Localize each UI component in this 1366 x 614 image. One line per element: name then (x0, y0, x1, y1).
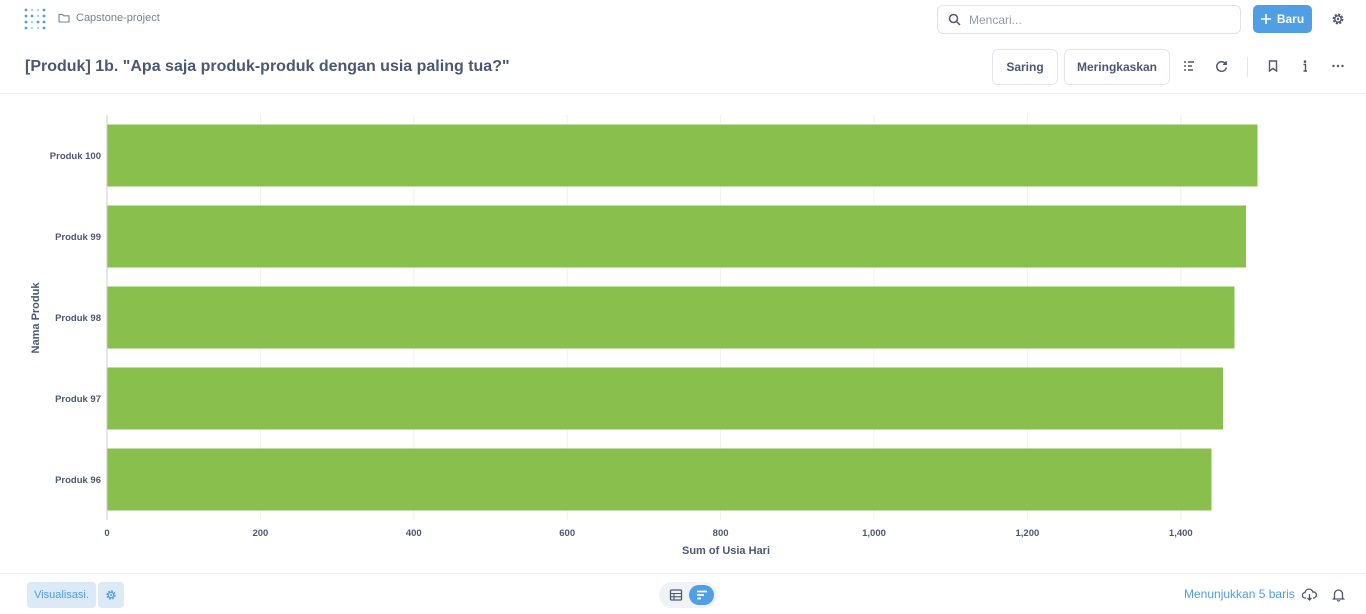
table-view-icon[interactable] (669, 588, 683, 602)
footer-bar: Visualisasi. Menunjukkan 5 baris (0, 573, 1366, 614)
chart-bar[interactable] (107, 367, 1223, 430)
x-tick-label: 800 (713, 528, 729, 539)
y-tick-label: Produk 96 (55, 475, 101, 486)
visualization-button-label: Visualisasi. (34, 589, 89, 601)
y-tick-label: Produk 100 (50, 151, 101, 162)
filter-button[interactable]: Saring (992, 49, 1058, 85)
header-divider (1247, 57, 1248, 77)
bar-chart-icon (696, 590, 707, 600)
y-tick-label: Produk 98 (55, 313, 101, 324)
refresh-icon[interactable] (1214, 59, 1228, 73)
search-input[interactable] (969, 12, 1219, 27)
chart-bar[interactable] (107, 124, 1258, 187)
more-options-icon[interactable] (1331, 59, 1345, 73)
bookmark-icon[interactable] (1266, 59, 1280, 73)
page-title[interactable]: [Produk] 1b. "Apa saja produk-produk den… (25, 58, 510, 75)
metabase-logo-icon[interactable] (24, 8, 46, 30)
y-tick-label: Produk 97 (55, 394, 101, 405)
chart-bar[interactable] (107, 286, 1235, 349)
y-tick-label: Produk 99 (55, 232, 101, 243)
chart-bar[interactable] (107, 205, 1246, 268)
folder-icon (58, 13, 70, 23)
plus-icon (1260, 14, 1271, 24)
x-tick-label: 0 (104, 528, 109, 539)
y-axis-title: Nama Produk (30, 282, 42, 354)
chart-bar[interactable] (107, 448, 1212, 511)
visualization-settings-button[interactable] (98, 582, 124, 608)
x-tick-label: 400 (406, 528, 422, 539)
gear-icon (106, 590, 116, 600)
summarize-button[interactable]: Meringkaskan (1064, 49, 1170, 85)
view-toggle (659, 582, 717, 608)
row-count-link[interactable]: Menunjukkan 5 baris (1184, 587, 1295, 601)
summarize-button-label: Meringkaskan (1076, 60, 1158, 74)
new-button[interactable]: Baru (1253, 5, 1312, 33)
x-tick-label: 1,400 (1169, 528, 1193, 539)
search-icon (948, 13, 961, 26)
bell-icon[interactable] (1331, 587, 1346, 602)
chart-bars (107, 124, 1258, 511)
collection-name: Capstone-project (76, 12, 160, 24)
chart-axes: 0 200 400 600 800 1,000 1,200 1,400 Produk 100 Pr… (50, 115, 1193, 539)
editor-toggle-icon[interactable] (1182, 59, 1196, 73)
visualization-button[interactable]: Visualisasi. (27, 582, 96, 608)
collection-breadcrumb[interactable]: Capstone-project (58, 12, 160, 24)
gear-icon[interactable] (1331, 12, 1345, 26)
x-tick-label: 600 (559, 528, 575, 539)
top-navigation: Capstone-project Baru (0, 0, 1366, 40)
new-button-label: Baru (1276, 12, 1305, 26)
info-icon[interactable] (1298, 59, 1312, 73)
x-tick-label: 1,200 (1016, 528, 1040, 539)
bar-chart: 0 200 400 600 800 1,000 1,200 1,400 Produk 100 Pr… (30, 115, 1258, 557)
x-tick-label: 200 (252, 528, 268, 539)
search-bar[interactable] (937, 5, 1241, 34)
chart-view-toggle[interactable] (689, 585, 714, 605)
filter-button-label: Saring (1006, 60, 1044, 74)
download-icon[interactable] (1302, 587, 1317, 602)
x-tick-label: 1,000 (862, 528, 886, 539)
x-axis-title: Sum of Usia Hari (682, 545, 770, 557)
question-header: [Produk] 1b. "Apa saja produk-produk den… (0, 40, 1366, 94)
